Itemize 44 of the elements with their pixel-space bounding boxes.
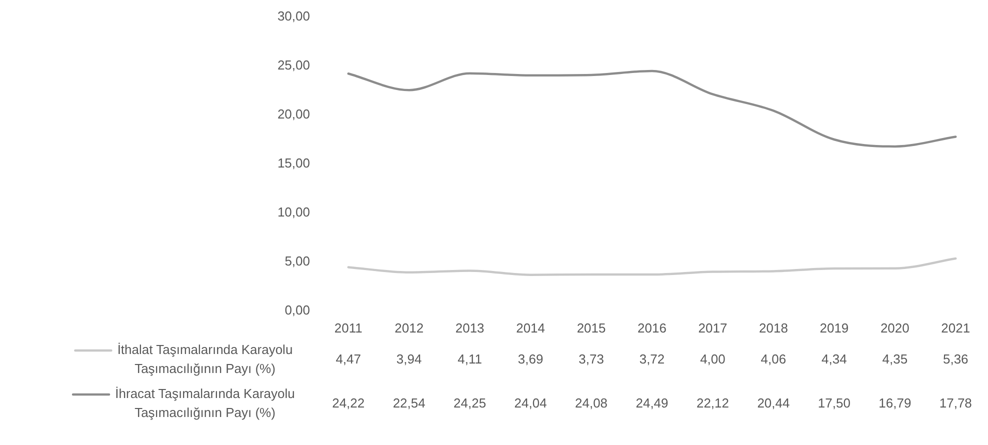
x-tick-label: 2013 [455, 320, 484, 336]
x-tick-label: 2011 [334, 320, 362, 336]
line-series [347, 257, 957, 276]
data-label: 5,36 [942, 352, 968, 367]
x-tick-label: 2020 [880, 320, 910, 336]
data-label: 4,47 [336, 352, 362, 367]
x-tick-label: 2012 [394, 320, 424, 336]
data-label: 3,72 [639, 352, 665, 367]
y-tick-label: 25,00 [277, 58, 310, 73]
legend-label: İthalat Taşımalarında Karayolu Taşımacılığının Payı (%) [117, 342, 293, 376]
data-label: 24,22 [332, 396, 365, 411]
x-tick-label: 2018 [758, 320, 788, 336]
y-tick-label: 15,00 [277, 156, 310, 171]
data-label: 3,73 [578, 352, 604, 367]
data-label: 4,00 [700, 352, 726, 367]
y-tick-label: 20,00 [277, 106, 310, 122]
x-tick-label: 2019 [820, 320, 849, 336]
data-label: 20,44 [757, 396, 790, 411]
data-label: 4,35 [882, 352, 908, 367]
x-tick-label: 2021 [941, 320, 970, 336]
x-tick-label: 2016 [638, 320, 666, 336]
data-label: 22,54 [392, 396, 426, 411]
y-tick-label: 10,00 [277, 204, 310, 220]
data-label: 24,04 [514, 396, 547, 411]
data-label: 24,08 [575, 396, 608, 411]
data-label: 4,06 [760, 352, 786, 367]
data-label: 17,78 [939, 396, 972, 411]
x-tick-label: 2015 [576, 320, 606, 336]
data-label: 16,79 [878, 396, 912, 411]
data-label: 3,69 [518, 352, 544, 367]
y-tick-label: 5,00 [284, 254, 310, 269]
data-label: 17,50 [818, 396, 850, 411]
y-tick-label: 0,00 [284, 302, 310, 318]
line-series [347, 70, 957, 148]
legend-label: İhracat Taşımalarında Karayolu Taşımacılığının Payı (%) [115, 386, 295, 420]
data-label: 22,12 [696, 396, 729, 411]
x-tick-label: 2017 [698, 320, 728, 336]
data-label: 3,94 [396, 352, 422, 367]
data-label: 4,11 [458, 352, 482, 367]
data-label: 4,34 [822, 352, 847, 367]
data-label: 24,49 [636, 396, 668, 411]
x-tick-label: 2014 [516, 320, 546, 336]
data-label: 24,25 [454, 396, 486, 411]
y-tick-label: 30,00 [277, 8, 310, 24]
